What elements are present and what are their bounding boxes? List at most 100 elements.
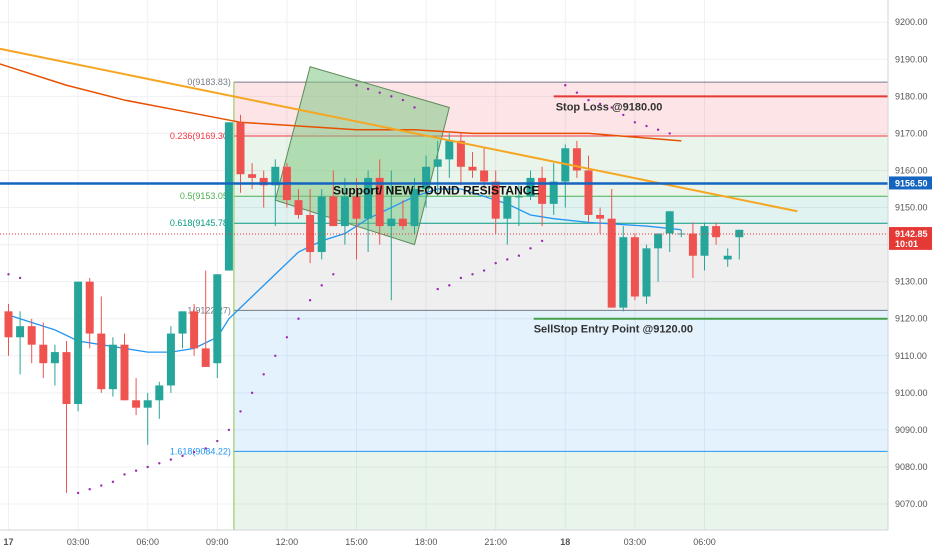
fib-level-label: 0.236(9169.30) — [170, 131, 231, 141]
candle-body — [85, 281, 94, 334]
candle-body — [190, 311, 199, 349]
candle — [213, 274, 222, 379]
countdown-tag-bg — [889, 236, 932, 250]
psar-dot — [448, 284, 451, 287]
price-tick-label: 9080.00 — [895, 462, 928, 472]
candle — [410, 177, 419, 234]
candle — [16, 311, 25, 375]
candle-body — [97, 333, 106, 390]
time-tick-label: 21:00 — [484, 537, 507, 547]
candle-body — [74, 281, 83, 404]
candle — [352, 177, 361, 260]
candle-body — [340, 196, 349, 227]
candle-body — [329, 196, 338, 227]
price-axis: 9070.00 9080.00 9090.00 9100.00 9110.00 9120.… — [887, 0, 932, 550]
fib-zone — [233, 451, 888, 539]
candle-body — [16, 326, 25, 338]
candle — [654, 233, 663, 282]
candle — [340, 177, 349, 245]
time-tick-label: 06:00 — [136, 537, 159, 547]
psar-dot — [262, 373, 265, 376]
candle-body — [271, 166, 280, 186]
psar-dot — [88, 488, 91, 491]
psar-dot — [575, 91, 579, 94]
candle-body — [398, 218, 407, 227]
fib-level-label: 1.618(9084.22) — [170, 446, 231, 456]
price-tick-label: 9110.00 — [895, 351, 927, 361]
candle — [398, 200, 407, 230]
psar-dot — [18, 276, 22, 280]
psar-dot — [366, 87, 370, 91]
candle-body — [410, 189, 419, 227]
support-resistance-label: Support/ NEW FOUND RESISTANCE — [333, 183, 539, 197]
psar-dot — [7, 273, 10, 276]
time-tick-label: 09:00 — [206, 537, 229, 547]
psar-dot — [192, 450, 196, 454]
candle-body — [132, 400, 141, 408]
candle — [4, 303, 13, 356]
current-price-tag: 9142.85 — [895, 229, 928, 239]
candle — [723, 248, 732, 267]
candle-body — [468, 166, 477, 171]
fib-zone — [233, 223, 888, 311]
candle — [607, 189, 616, 308]
candle-body — [108, 344, 117, 390]
candle — [62, 340, 71, 493]
psar-dot — [274, 354, 277, 358]
candle-body — [294, 200, 303, 215]
candle — [491, 170, 500, 234]
candle — [201, 270, 210, 367]
psar-dot — [297, 317, 300, 320]
candle — [27, 318, 36, 364]
psar-dot — [216, 439, 219, 443]
psar-dot — [227, 428, 231, 432]
candle-body — [712, 226, 721, 238]
candle-body — [422, 166, 431, 190]
psar-dot — [378, 91, 381, 94]
candle — [271, 159, 280, 227]
candle — [700, 222, 709, 271]
candle-body — [120, 344, 129, 401]
candle-body — [433, 159, 442, 167]
candle-body — [688, 233, 697, 256]
candle — [572, 140, 581, 178]
candle — [39, 322, 48, 379]
psar-dot — [482, 269, 486, 272]
price-tick-label: 9170.00 — [895, 128, 928, 138]
candle-body — [375, 177, 384, 227]
psar-dot — [390, 95, 393, 98]
candle-body — [62, 352, 71, 404]
candle-body — [155, 385, 164, 401]
candle-body — [735, 229, 744, 238]
candle-body — [143, 400, 152, 408]
candle — [166, 326, 175, 393]
candle-body — [178, 311, 187, 334]
price-tick-label: 9150.00 — [895, 203, 928, 213]
psar-dots — [7, 84, 671, 495]
candle — [108, 337, 117, 397]
psar-dot — [111, 480, 115, 484]
candle-body — [584, 170, 593, 215]
candle-body — [654, 233, 663, 249]
psar-dot — [622, 113, 625, 117]
candle-body — [166, 333, 175, 386]
candle-body — [387, 218, 396, 227]
support-price-tag-bg — [889, 176, 932, 190]
candle — [50, 344, 59, 386]
candle-body — [503, 196, 512, 219]
candle — [190, 303, 199, 356]
candle — [433, 140, 442, 197]
candle-body — [619, 237, 628, 308]
time-tick-label: 18 — [560, 537, 570, 547]
candle-body — [224, 122, 233, 271]
psar-dot — [610, 106, 613, 109]
candle — [735, 229, 744, 260]
price-tick-label: 9100.00 — [895, 388, 928, 398]
candle-body — [491, 181, 500, 219]
candle-body — [607, 218, 616, 308]
time-axis: 17 03:00 06:00 09:00 12:00 15:00 18:00 21:00 18 0… — [0, 529, 932, 550]
time-tick-label: 06:00 — [693, 537, 716, 547]
psar-dot — [204, 447, 207, 450]
